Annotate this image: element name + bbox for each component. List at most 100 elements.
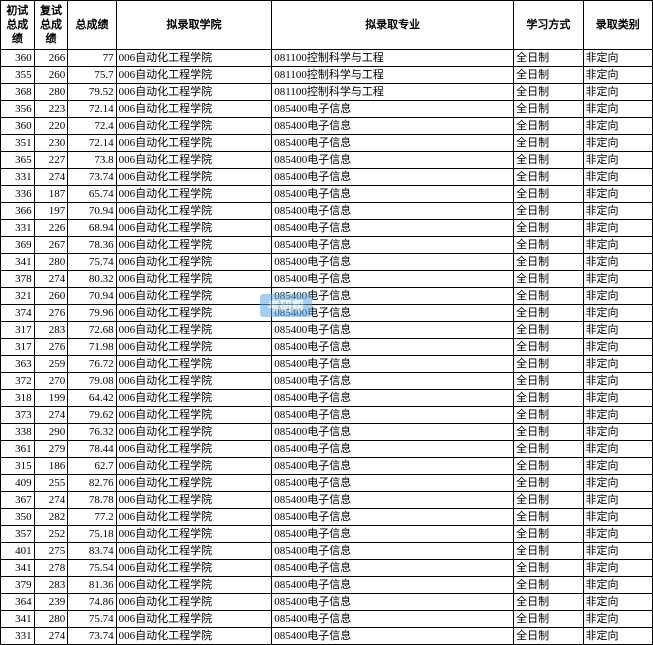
cell-major: 081100控制科学与工程: [272, 84, 514, 101]
cell-admit-type: 非定向: [583, 203, 652, 220]
cell-college: 006自动化工程学院: [116, 560, 272, 577]
cell-study-mode: 全日制: [514, 254, 583, 271]
cell-college: 006自动化工程学院: [116, 390, 272, 407]
cell-college: 006自动化工程学院: [116, 169, 272, 186]
cell-preliminary: 331: [1, 220, 35, 237]
cell-major: 085400电子信息: [272, 526, 514, 543]
cell-study-mode: 全日制: [514, 373, 583, 390]
cell-retest: 187: [34, 186, 68, 203]
cell-preliminary: 409: [1, 475, 35, 492]
cell-total: 72.68: [68, 322, 116, 339]
cell-major: 085400电子信息: [272, 475, 514, 492]
header-label: 拟录取学院: [166, 19, 221, 31]
table-row: 34127875.54006自动化工程学院085400电子信息全日制非定向: [1, 560, 653, 577]
cell-total: 75.18: [68, 526, 116, 543]
table-row: 33127473.74006自动化工程学院085400电子信息全日制非定向: [1, 169, 653, 186]
table-row: 31728372.68006自动化工程学院085400电子信息全日制非定向: [1, 322, 653, 339]
cell-college: 006自动化工程学院: [116, 441, 272, 458]
cell-college: 006自动化工程学院: [116, 475, 272, 492]
cell-retest: 230: [34, 135, 68, 152]
cell-retest: 186: [34, 458, 68, 475]
cell-preliminary: 356: [1, 101, 35, 118]
cell-study-mode: 全日制: [514, 305, 583, 322]
table-row: 37827480.32006自动化工程学院085400电子信息全日制非定向: [1, 271, 653, 288]
cell-study-mode: 全日制: [514, 611, 583, 628]
cell-retest: 283: [34, 577, 68, 594]
cell-study-mode: 全日制: [514, 84, 583, 101]
cell-total: 72.14: [68, 101, 116, 118]
cell-study-mode: 全日制: [514, 424, 583, 441]
cell-major: 085400电子信息: [272, 424, 514, 441]
cell-total: 65.74: [68, 186, 116, 203]
cell-preliminary: 317: [1, 322, 35, 339]
cell-total: 73.74: [68, 169, 116, 186]
cell-total: 75.54: [68, 560, 116, 577]
cell-college: 006自动化工程学院: [116, 458, 272, 475]
cell-total: 77.2: [68, 509, 116, 526]
header-label: 录取类别: [596, 19, 640, 31]
cell-study-mode: 全日制: [514, 458, 583, 475]
cell-preliminary: 361: [1, 441, 35, 458]
cell-college: 006自动化工程学院: [116, 492, 272, 509]
table-row: 32126070.94006自动化工程学院085400电子信息全日制非定向: [1, 288, 653, 305]
cell-preliminary: 318: [1, 390, 35, 407]
cell-college: 006自动化工程学院: [116, 84, 272, 101]
cell-admit-type: 非定向: [583, 509, 652, 526]
cell-preliminary: 355: [1, 67, 35, 84]
table-row: 36127978.44006自动化工程学院085400电子信息全日制非定向: [1, 441, 653, 458]
cell-admit-type: 非定向: [583, 356, 652, 373]
cell-college: 006自动化工程学院: [116, 135, 272, 152]
cell-preliminary: 341: [1, 254, 35, 271]
table-row: 40127583.74006自动化工程学院085400电子信息全日制非定向: [1, 543, 653, 560]
cell-admit-type: 非定向: [583, 220, 652, 237]
table-row: 33618765.74006自动化工程学院085400电子信息全日制非定向: [1, 186, 653, 203]
cell-major: 085400电子信息: [272, 322, 514, 339]
table-header: 初试总成绩 复试总成绩 总成绩 拟录取学院 拟录取专业 学习方式 录取类别: [1, 1, 653, 50]
cell-college: 006自动化工程学院: [116, 611, 272, 628]
cell-major: 085400电子信息: [272, 594, 514, 611]
table-row: 35526075.7006自动化工程学院081100控制科学与工程全日制非定向: [1, 67, 653, 84]
table-row: 37327479.62006自动化工程学院085400电子信息全日制非定向: [1, 407, 653, 424]
col-total: 总成绩: [68, 1, 116, 50]
cell-major: 085400电子信息: [272, 611, 514, 628]
cell-major: 085400电子信息: [272, 152, 514, 169]
cell-college: 006自动化工程学院: [116, 339, 272, 356]
cell-retest: 267: [34, 237, 68, 254]
cell-major: 085400电子信息: [272, 458, 514, 475]
table-row: 33829076.32006自动化工程学院085400电子信息全日制非定向: [1, 424, 653, 441]
cell-study-mode: 全日制: [514, 628, 583, 645]
cell-preliminary: 331: [1, 169, 35, 186]
cell-preliminary: 379: [1, 577, 35, 594]
table-row: 34128075.74006自动化工程学院085400电子信息全日制非定向: [1, 254, 653, 271]
cell-major: 085400电子信息: [272, 509, 514, 526]
cell-study-mode: 全日制: [514, 577, 583, 594]
cell-major: 085400电子信息: [272, 356, 514, 373]
cell-preliminary: 360: [1, 50, 35, 67]
header-label: 复试总成绩: [40, 5, 62, 45]
cell-retest: 280: [34, 254, 68, 271]
cell-retest: 278: [34, 560, 68, 577]
cell-study-mode: 全日制: [514, 543, 583, 560]
cell-retest: 274: [34, 492, 68, 509]
cell-total: 70.94: [68, 203, 116, 220]
cell-admit-type: 非定向: [583, 492, 652, 509]
cell-major: 085400电子信息: [272, 390, 514, 407]
table-row: 34128075.74006自动化工程学院085400电子信息全日制非定向: [1, 611, 653, 628]
cell-college: 006自动化工程学院: [116, 424, 272, 441]
cell-college: 006自动化工程学院: [116, 203, 272, 220]
cell-total: 79.52: [68, 84, 116, 101]
cell-study-mode: 全日制: [514, 50, 583, 67]
cell-college: 006自动化工程学院: [116, 373, 272, 390]
cell-retest: 274: [34, 169, 68, 186]
cell-preliminary: 336: [1, 186, 35, 203]
cell-preliminary: 350: [1, 509, 35, 526]
cell-retest: 276: [34, 305, 68, 322]
cell-college: 006自动化工程学院: [116, 50, 272, 67]
cell-study-mode: 全日制: [514, 288, 583, 305]
cell-major: 085400电子信息: [272, 305, 514, 322]
table-body: 36026677006自动化工程学院081100控制科学与工程全日制非定向355…: [1, 50, 653, 645]
cell-college: 006自动化工程学院: [116, 543, 272, 560]
table-row: 36325976.72006自动化工程学院085400电子信息全日制非定向: [1, 356, 653, 373]
cell-total: 79.62: [68, 407, 116, 424]
cell-admit-type: 非定向: [583, 373, 652, 390]
